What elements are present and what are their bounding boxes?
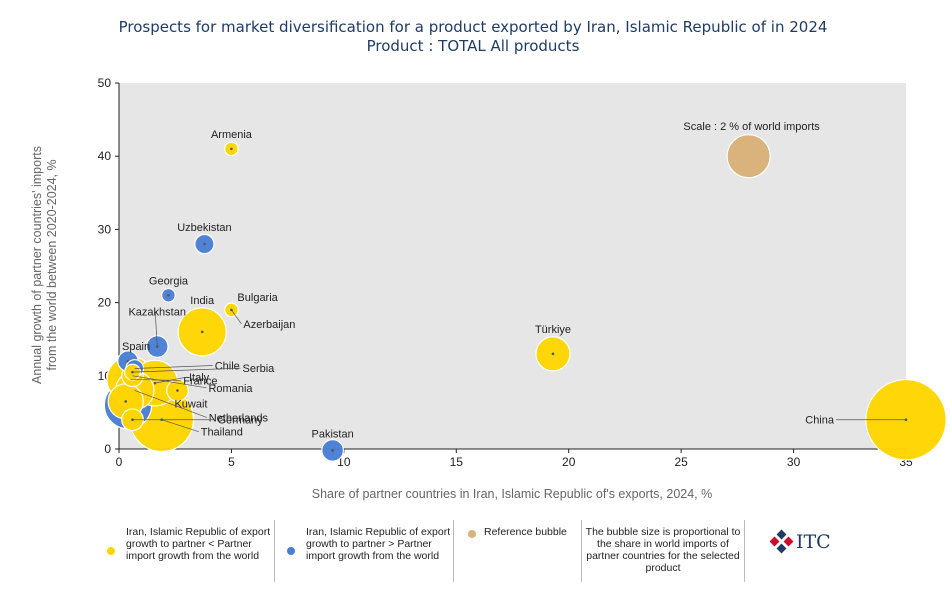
bubble-center-dot	[230, 147, 233, 151]
y-tick-label: 40	[98, 149, 112, 163]
label-t-rkiye: Türkiye	[535, 324, 571, 336]
label-italy: Italy	[189, 372, 210, 384]
label-uzbekistan: Uzbekistan	[177, 222, 231, 234]
legend-divider	[581, 520, 582, 582]
reference-bubble	[726, 134, 771, 179]
y-tick-label: 30	[98, 222, 112, 236]
leader-line	[134, 365, 213, 369]
x-tick-label: 30	[787, 455, 801, 469]
bubble-center-dot	[200, 330, 204, 334]
legend-divider	[453, 520, 454, 582]
legend-yellow-text: Iran, Islamic Republic of export growth …	[126, 526, 271, 562]
leader-line	[134, 390, 207, 418]
label-pakistan: Pakistan	[312, 428, 354, 440]
label-kuwait: Kuwait	[174, 398, 207, 410]
leader-line	[132, 375, 207, 389]
label-thailand: Thailand	[201, 427, 243, 439]
label-netherlands: Netherlands	[209, 412, 269, 424]
label-china: China	[805, 415, 835, 427]
reference-bubble-label: Scale : 2 % of world imports	[683, 121, 820, 133]
bubble-center-dot	[203, 242, 206, 246]
legend: Iran, Islamic Republic of export growth …	[100, 520, 750, 582]
leader-line	[154, 311, 158, 347]
bubble-center-dot	[331, 449, 334, 452]
x-tick-label: 0	[116, 455, 123, 469]
label-romania: Romania	[208, 383, 253, 395]
x-tick-label: 25	[674, 455, 688, 469]
label-india: India	[190, 295, 215, 307]
leader-line	[231, 309, 242, 325]
x-axis-label: Share of partner countries in Iran, Isla…	[312, 487, 713, 501]
bubble-center-dot	[176, 389, 179, 392]
label-spain: Spain	[122, 341, 150, 353]
itc-logo-icon: ITC	[769, 529, 831, 554]
leader-line	[130, 379, 182, 381]
label-germany: Germany	[217, 415, 263, 427]
legend-yellow: Iran, Islamic Republic of export growth …	[107, 520, 272, 582]
yellow-dot-icon	[107, 547, 115, 555]
chart-subtitle: Product : TOTAL All products	[367, 37, 580, 55]
leader-line	[154, 376, 188, 384]
y-axis-label-line2: from the world between 2020-2024, %	[45, 159, 59, 370]
legend-size-text: The bubble size is proportional to the s…	[585, 526, 741, 574]
legend-blue: Iran, Islamic Republic of export growth …	[287, 520, 452, 582]
label-chile: Chile	[215, 360, 240, 372]
label-kazakhstan: Kazakhstan	[128, 307, 185, 319]
label-georgia: Georgia	[149, 275, 189, 287]
plot-area	[119, 83, 906, 449]
y-tick-label: 20	[98, 296, 112, 310]
legend-reference-text: Reference bubble	[484, 526, 567, 538]
y-tick-label: 0	[104, 442, 111, 456]
x-tick-label: 5	[228, 455, 235, 469]
bubble-center-dot	[124, 400, 128, 403]
legend-divider	[744, 520, 745, 582]
bubble-center-dot	[167, 293, 170, 297]
bubble-center-dot	[155, 345, 159, 348]
legend-size-note: The bubble size is proportional to the s…	[585, 520, 741, 582]
bubble-center-dot	[551, 352, 555, 356]
label-azerbaijan: Azerbaijan	[243, 319, 295, 331]
x-tick-label: 15	[450, 455, 464, 469]
reference-dot-icon	[468, 530, 476, 538]
label-bulgaria: Bulgaria	[237, 292, 278, 304]
label-armenia: Armenia	[211, 129, 253, 141]
y-axis-label-line1: Annual growth of partner countries' impo…	[30, 146, 44, 384]
label-serbia: Serbia	[242, 363, 275, 375]
bubble-labels: Scale : 2 % of world imports China Türkiye…	[122, 121, 906, 440]
legend-blue-text: Iran, Islamic Republic of export growth …	[306, 526, 451, 562]
leader-line	[161, 419, 199, 433]
label-france: France	[183, 375, 217, 387]
itc-logo-text: ITC	[796, 531, 831, 553]
legend-divider	[274, 520, 275, 582]
blue-dot-icon	[287, 547, 295, 555]
chart-title: Prospects for market diversification for…	[119, 18, 828, 36]
itc-logo: ITC	[768, 528, 838, 556]
y-tick-label: 50	[98, 76, 112, 90]
legend-reference: Reference bubble	[468, 520, 590, 582]
x-tick-label: 20	[562, 455, 576, 469]
leader-line	[132, 367, 241, 373]
